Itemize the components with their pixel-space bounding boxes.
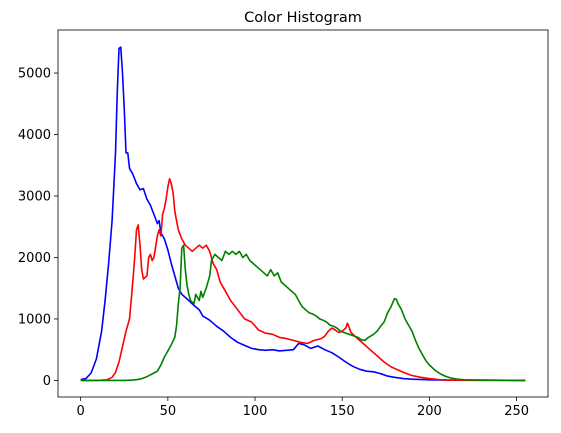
x-tick-label: 50 — [160, 404, 177, 419]
x-tick-label: 200 — [417, 404, 442, 419]
x-tick-label: 250 — [504, 404, 529, 419]
y-tick-label: 3000 — [18, 189, 51, 204]
y-tick-label: 2000 — [18, 251, 51, 266]
series-line-0 — [80, 46, 526, 382]
y-tick-label: 1000 — [18, 312, 51, 327]
chart-title: Color Histogram — [244, 10, 362, 26]
plot-lines — [80, 46, 526, 382]
x-tick-label: 0 — [77, 404, 85, 419]
x-tick-label: 100 — [243, 404, 268, 419]
plot-frame — [57, 29, 549, 398]
series-line-1 — [80, 178, 526, 382]
y-tick-label: 0 — [43, 374, 51, 389]
y-tick-label: 5000 — [18, 67, 51, 82]
x-tick-label: 150 — [330, 404, 355, 419]
y-tick-label: 4000 — [18, 128, 51, 143]
axis-ticks: 0 50 100 150 200 250 0 1000 2000 3000 4000 5000 — [18, 67, 529, 419]
series-line-2 — [80, 244, 526, 382]
